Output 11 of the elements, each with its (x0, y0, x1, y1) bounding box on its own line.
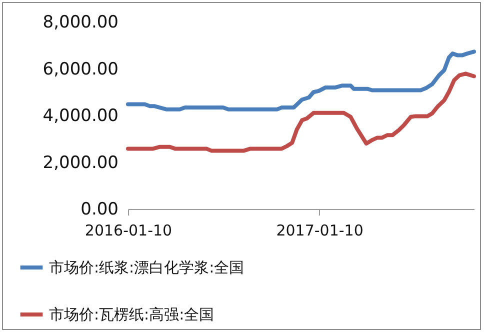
x-tick-label: 2016-01-10 (84, 222, 172, 240)
y-tick-label: 2,000.00 (42, 152, 118, 173)
legend-label: 市场价:纸浆:漂白化学浆:全国 (49, 258, 244, 276)
y-tick-label: 4,000.00 (42, 106, 118, 126)
x-tick-label: 2017-01-10 (276, 222, 364, 240)
line-series (126, 50, 476, 112)
y-tick-label: 0.00 (80, 200, 118, 220)
line-series (126, 72, 476, 153)
legend-label: 市场价:瓦楞纸:高强:全国 (49, 306, 214, 324)
y-tick-label: 6,000.00 (42, 59, 118, 80)
y-tick-label: 8,000.00 (42, 12, 118, 32)
